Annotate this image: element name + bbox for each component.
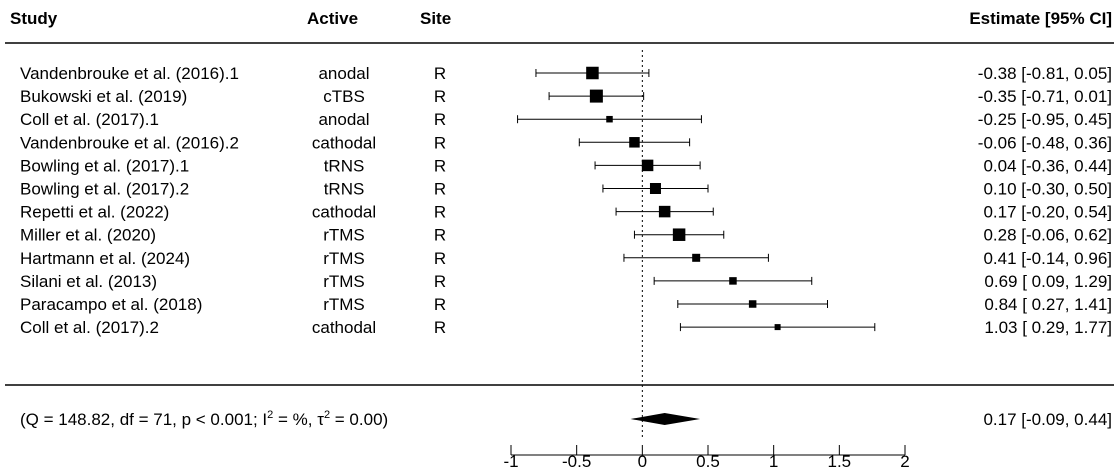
study-active: rTMS [323,226,365,245]
point-estimate [641,159,654,172]
study-active: tRNS [324,156,365,175]
study-site: R [434,110,446,129]
study-row: Vandenbrouke et al. (2016).1 anodal R -0.38… [20,64,1112,83]
study-site: R [434,133,446,152]
point-estimate [629,137,640,148]
study-name: Vandenbrouke et al. (2016).1 [20,64,239,83]
study-site: R [434,226,446,245]
study-name: Bowling et al. (2017).2 [20,180,189,199]
study-rows: Vandenbrouke et al. (2016).1 anodal R -0.38… [20,64,1112,337]
study-active: cathodal [312,318,376,337]
study-site: R [434,87,446,106]
x-tick-label: -1 [503,452,518,469]
study-active: rTMS [323,249,365,268]
study-active: anodal [318,110,369,129]
study-active: cTBS [323,87,365,106]
point-estimate [606,115,613,123]
study-name: Paracampo et al. (2018) [20,295,202,314]
point-estimate [774,324,781,331]
study-row: Miller et al. (2020) rTMS R 0.28 [-0.06, 0.… [20,226,1112,245]
study-estimate-label: -0.06 [-0.48, 0.36] [978,133,1112,152]
summary-statistics: (Q = 148.82, df = 71, p < 0.001; I2 = %,… [20,409,388,429]
study-site: R [434,249,446,268]
study-row: Coll et al. (2017).1 anodal R -0.25 [-0.95,… [20,110,1112,129]
study-active: cathodal [312,133,376,152]
point-estimate [729,277,737,285]
study-active: tRNS [324,180,365,199]
study-estimate-label: 0.28 [-0.06, 0.62] [983,226,1112,245]
point-estimate [672,228,686,241]
study-site: R [434,203,446,222]
header-estimate: Estimate [95% CI] [969,9,1112,28]
study-site: R [434,272,446,291]
study-name: Bowling et al. (2017).1 [20,156,189,175]
study-row: Bowling et al. (2017).1 tRNS R 0.04 [-0.36,… [20,156,1112,175]
study-site: R [434,156,446,175]
study-name: Bukowski et al. (2019) [20,87,187,106]
study-site: R [434,64,446,83]
study-site: R [434,318,446,337]
point-estimate [658,205,671,218]
point-estimate [649,183,661,194]
x-tick-label: -0.5 [562,452,591,469]
study-estimate-label: 0.04 [-0.36, 0.44] [983,156,1112,175]
study-row: Bowling et al. (2017).2 tRNS R 0.10 [-0.30,… [20,180,1112,199]
x-tick-label: 0 [638,452,647,469]
header-site: Site [420,9,451,28]
point-estimate [748,300,757,308]
study-name: Miller et al. (2020) [20,226,156,245]
study-name: Silani et al. (2013) [20,272,157,291]
x-tick-label: 0.5 [696,452,720,469]
study-row: Paracampo et al. (2018) rTMS R 0.84 [ 0.27,… [20,295,1112,314]
point-estimate [589,89,603,103]
study-name: Coll et al. (2017).2 [20,318,159,337]
study-row: Vandenbrouke et al. (2016).2 cathodal R -0.… [20,133,1112,152]
study-row: Bukowski et al. (2019) cTBS R -0.35 [-0.71,… [20,87,1112,106]
study-row: Silani et al. (2013) rTMS R 0.69 [ 0.09, 1.… [20,272,1112,291]
study-site: R [434,295,446,314]
study-estimate-label: 0.84 [ 0.27, 1.41] [984,295,1112,314]
study-estimate-label: 0.69 [ 0.09, 1.29] [984,272,1112,291]
study-active: rTMS [323,295,365,314]
study-estimate-label: 0.17 [-0.20, 0.54] [983,203,1112,222]
study-name: Hartmann et al. (2024) [20,249,190,268]
header-study: Study [10,9,58,28]
point-estimate [692,253,701,262]
study-row: Repetti et al. (2022) cathodal R 0.17 [-0.2… [20,203,1112,222]
x-tick-label: 2 [900,452,909,469]
point-estimate [586,66,599,80]
study-estimate-label: 0.10 [-0.30, 0.50] [983,180,1112,199]
study-name: Vandenbrouke et al. (2016).2 [20,133,239,152]
study-active: rTMS [323,272,365,291]
header-active: Active [307,9,358,28]
study-estimate-label: -0.35 [-0.71, 0.01] [978,87,1112,106]
study-name: Coll et al. (2017).1 [20,110,159,129]
study-active: cathodal [312,203,376,222]
summary-diamond [630,413,701,425]
study-row: Hartmann et al. (2024) rTMS R 0.41 [-0.14, … [20,249,1112,268]
study-row: Coll et al. (2017).2 cathodal R 1.03 [ 0.29… [20,318,1112,337]
study-site: R [434,180,446,199]
study-name: Repetti et al. (2022) [20,203,169,222]
x-tick-label: 1.5 [828,452,852,469]
x-axis: -1 -0.5 0 0.5 1 1.5 2 [503,445,910,469]
x-tick-label: 1 [769,452,778,469]
study-estimate-label: 1.03 [ 0.29, 1.77] [984,318,1112,337]
study-estimate-label: -0.25 [-0.95, 0.45] [978,110,1112,129]
study-estimate-label: -0.38 [-0.81, 0.05] [978,64,1112,83]
summary-estimate-label: 0.17 [-0.09, 0.44] [983,410,1112,429]
study-estimate-label: 0.41 [-0.14, 0.96] [983,249,1112,268]
study-active: anodal [318,64,369,83]
